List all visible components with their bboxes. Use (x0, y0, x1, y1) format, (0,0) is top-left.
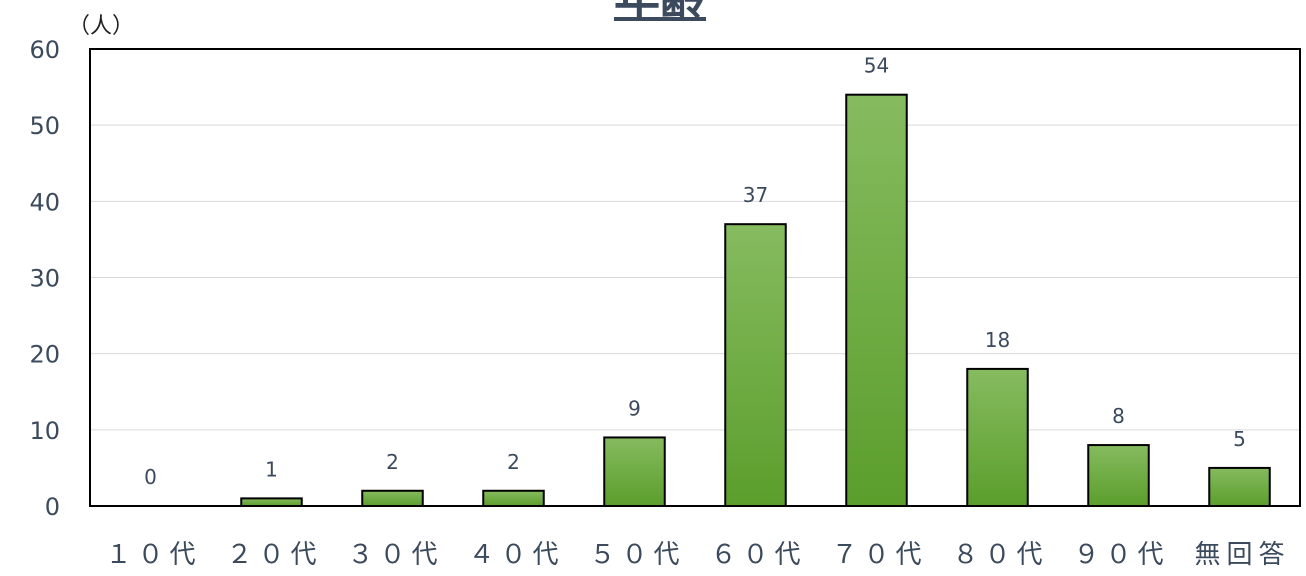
x-tick-label: ４０代 (468, 540, 564, 570)
bar (482, 489, 545, 507)
x-tick-label: １０代 (105, 540, 201, 570)
bar (1208, 466, 1271, 507)
bar (361, 489, 424, 507)
data-label: 5 (1233, 427, 1246, 451)
data-label: 8 (1112, 404, 1125, 428)
data-label: 0 (144, 465, 157, 489)
data-label: 2 (507, 450, 520, 474)
y-tick-label: 20 (29, 341, 60, 369)
y-axis-unit-label: （人） (68, 14, 135, 39)
y-tick-label: 40 (29, 188, 60, 216)
plot-area-frame (89, 48, 1301, 507)
y-tick-label: 50 (29, 112, 60, 140)
x-tick-label: 無回答 (1194, 540, 1290, 570)
x-tick-label: ９０代 (1073, 540, 1169, 570)
x-tick-label: ５０代 (589, 540, 685, 570)
bar (724, 223, 787, 508)
y-tick-label: 30 (29, 265, 60, 293)
chart-title: 年齢 (0, 0, 1306, 28)
data-label: 1 (265, 457, 278, 481)
bar (845, 93, 908, 507)
x-tick-label: ８０代 (952, 540, 1048, 570)
y-tick-label: 10 (29, 417, 60, 445)
x-tick-label: ７０代 (831, 540, 927, 570)
data-label: 18 (985, 328, 1010, 352)
y-tick-label: 60 (29, 36, 60, 64)
x-tick-label: ６０代 (710, 540, 806, 570)
data-label: 9 (628, 396, 641, 420)
data-label: 37 (743, 183, 768, 207)
bar (603, 436, 666, 508)
bar (1087, 444, 1150, 508)
bar (240, 497, 303, 507)
x-tick-label: ３０代 (347, 540, 443, 570)
bar (966, 367, 1029, 507)
x-tick-label: ２０代 (226, 540, 322, 570)
data-label: 2 (386, 450, 399, 474)
data-label: 54 (864, 54, 889, 78)
y-tick-label: 0 (45, 493, 60, 521)
